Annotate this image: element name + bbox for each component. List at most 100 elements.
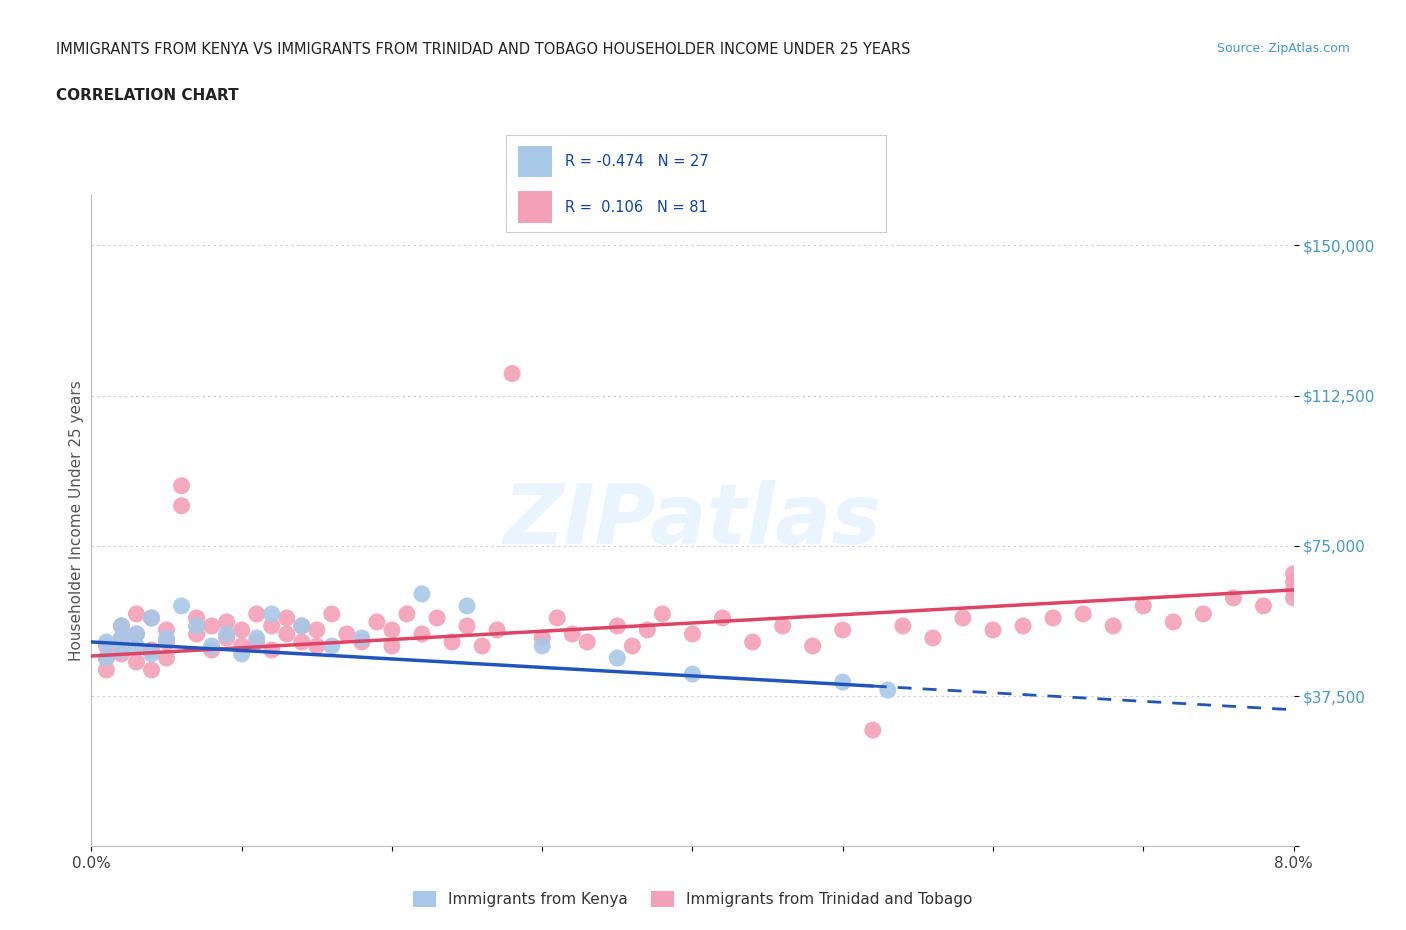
Point [155, 634, 177, 649]
Point [1282, 575, 1305, 590]
Point [110, 631, 132, 645]
Text: ZIPatlas: ZIPatlas [503, 480, 882, 562]
Point [110, 631, 132, 645]
Point [291, 634, 314, 649]
Point [1102, 618, 1125, 633]
Point [1132, 599, 1154, 614]
Point [426, 610, 449, 625]
Point [606, 651, 628, 666]
Point [110, 646, 132, 661]
Point [1012, 618, 1035, 633]
Point [741, 634, 763, 649]
Point [215, 631, 238, 645]
Point [276, 610, 298, 625]
Point [141, 610, 163, 625]
Point [110, 618, 132, 633]
Point [350, 634, 373, 649]
Point [411, 627, 433, 642]
Point [170, 478, 193, 493]
Y-axis label: Householder Income Under 25 years: Householder Income Under 25 years [69, 380, 84, 661]
Point [125, 655, 148, 670]
Point [891, 618, 914, 633]
Point [1042, 610, 1064, 625]
Point [350, 631, 373, 645]
Text: Source: ZipAtlas.com: Source: ZipAtlas.com [1216, 42, 1350, 55]
Point [260, 618, 283, 633]
Point [440, 634, 463, 649]
Point [246, 631, 269, 645]
Point [395, 606, 418, 621]
Point [125, 606, 148, 621]
Point [862, 723, 884, 737]
Point [141, 646, 163, 661]
Point [155, 631, 177, 645]
Point [186, 618, 208, 633]
Text: R = -0.474   N = 27: R = -0.474 N = 27 [565, 153, 709, 168]
Bar [517, 146, 551, 177]
Point [170, 498, 193, 513]
Point [531, 639, 554, 654]
Point [96, 651, 118, 666]
Point [291, 618, 314, 633]
Point [170, 599, 193, 614]
Point [231, 646, 253, 661]
Bar [517, 192, 551, 223]
Point [456, 618, 478, 633]
Point [125, 639, 148, 654]
Point [651, 606, 673, 621]
Point [141, 662, 163, 677]
Point [305, 639, 328, 654]
Point [125, 627, 148, 642]
Point [576, 634, 599, 649]
Point [246, 606, 269, 621]
Point [201, 618, 224, 633]
Point [291, 618, 314, 633]
Point [260, 606, 283, 621]
Point [456, 599, 478, 614]
Text: R =  0.106   N = 81: R = 0.106 N = 81 [565, 200, 707, 215]
Point [260, 643, 283, 658]
Point [321, 639, 343, 654]
Point [231, 622, 253, 637]
Point [336, 627, 359, 642]
Point [125, 627, 148, 642]
Point [531, 631, 554, 645]
Point [561, 627, 583, 642]
Point [1222, 591, 1244, 605]
Point [201, 643, 224, 658]
Point [276, 627, 298, 642]
Point [141, 643, 163, 658]
Point [1071, 606, 1094, 621]
Point [606, 618, 628, 633]
Point [246, 634, 269, 649]
Point [96, 651, 118, 666]
Point [801, 639, 824, 654]
Point [876, 683, 898, 698]
Point [321, 606, 343, 621]
Point [141, 610, 163, 625]
Point [772, 618, 794, 633]
Point [831, 622, 853, 637]
Point [381, 639, 404, 654]
Point [922, 631, 945, 645]
Point [231, 639, 253, 654]
Point [215, 615, 238, 630]
Point [681, 667, 703, 682]
Point [186, 610, 208, 625]
Point [411, 587, 433, 602]
Point [831, 674, 853, 689]
Point [381, 622, 404, 637]
Point [1282, 582, 1305, 597]
Point [1282, 591, 1305, 605]
Point [621, 639, 644, 654]
Point [981, 622, 1004, 637]
Point [1161, 615, 1184, 630]
Point [110, 618, 132, 633]
Point [1253, 599, 1275, 614]
Text: CORRELATION CHART: CORRELATION CHART [56, 88, 239, 103]
Point [1192, 606, 1215, 621]
Point [952, 610, 974, 625]
Point [155, 651, 177, 666]
Point [110, 643, 132, 658]
Point [1282, 566, 1305, 581]
